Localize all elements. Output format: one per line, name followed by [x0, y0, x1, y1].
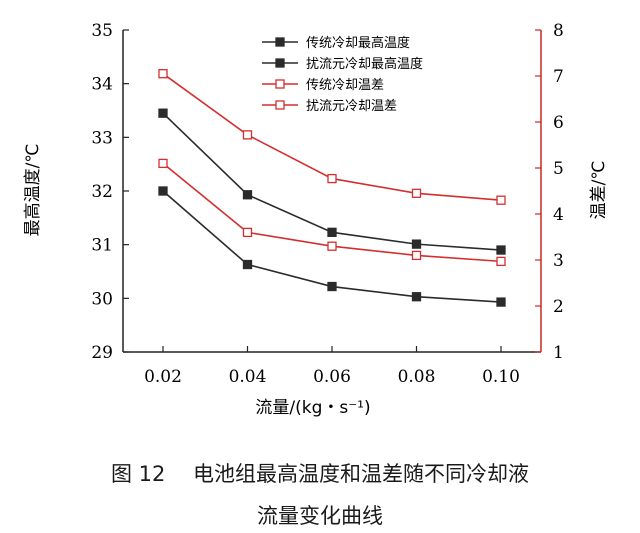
right-y-tick-label: 2 — [553, 297, 564, 317]
series-3-point — [327, 173, 337, 184]
series-3-point — [411, 188, 422, 198]
legend-label: 扰流元冷却最高温度 — [306, 56, 423, 72]
series-4-point — [496, 256, 506, 267]
series-2-point — [158, 186, 168, 196]
right-y-tick-label: 7 — [553, 67, 564, 87]
right-y-axis-title: 温差/℃ — [589, 161, 609, 220]
left-y-tick-label: 33 — [91, 128, 113, 148]
series-1-point — [158, 108, 168, 118]
right-y-tick-label: 5 — [553, 159, 564, 179]
x-tick-label: 0.10 — [482, 367, 520, 387]
series-1-point — [242, 190, 253, 200]
series-2-point — [411, 292, 422, 302]
series-1-point — [411, 239, 422, 249]
right-y-tick-label: 3 — [553, 251, 564, 271]
left-y-axis-title: 最高温度/℃ — [23, 144, 43, 237]
right-y-tick-label: 1 — [553, 343, 564, 363]
x-tick-label: 0.08 — [398, 367, 436, 387]
series-3-point — [242, 130, 253, 140]
legend-label: 传统冷却最高温度 — [306, 35, 410, 51]
x-axis-title: 流量/(kg・s⁻¹) — [255, 398, 370, 418]
series-3-point — [158, 69, 168, 79]
left-y-tick-label: 35 — [91, 21, 113, 41]
figure-caption-line-1: 图 12 电池组最高温度和温差随不同冷却液 — [110, 462, 530, 486]
legend-label: 传统冷却温差 — [306, 78, 384, 93]
left-y-tick-label: 34 — [91, 75, 113, 95]
left-y-tick-label: 32 — [91, 182, 113, 202]
right-y-tick-label: 8 — [553, 21, 564, 41]
series-2-point — [242, 259, 253, 270]
right-y-tick-label: 4 — [553, 205, 564, 225]
series-1-point — [327, 227, 337, 237]
series-4-point — [158, 158, 168, 169]
legend-swatch-marker — [275, 79, 285, 89]
series-4-point — [327, 241, 337, 251]
series-2-point — [496, 297, 506, 307]
x-tick-label: 0.04 — [229, 367, 267, 387]
series-4-point — [242, 227, 253, 238]
legend-label: 扰流元冷却温差 — [306, 99, 397, 114]
legend-swatch-marker — [275, 58, 285, 68]
series-2-point — [327, 281, 337, 292]
right-y-tick-label: 6 — [553, 113, 564, 133]
series-markers — [158, 69, 506, 307]
legend-swatch-marker — [275, 37, 285, 47]
left-y-tick-label: 31 — [91, 236, 113, 256]
series-4-point — [411, 250, 422, 261]
x-tick-label: 0.02 — [144, 367, 182, 387]
x-tick-label: 0.06 — [313, 367, 351, 387]
left-y-tick-label: 30 — [91, 289, 113, 309]
left-y-tick-label: 29 — [91, 343, 113, 363]
figure-caption-line-2: 流量变化曲线 — [257, 504, 383, 528]
legend-swatch-marker — [275, 100, 285, 110]
series-3-point — [496, 195, 506, 205]
series-1-point — [496, 245, 506, 255]
